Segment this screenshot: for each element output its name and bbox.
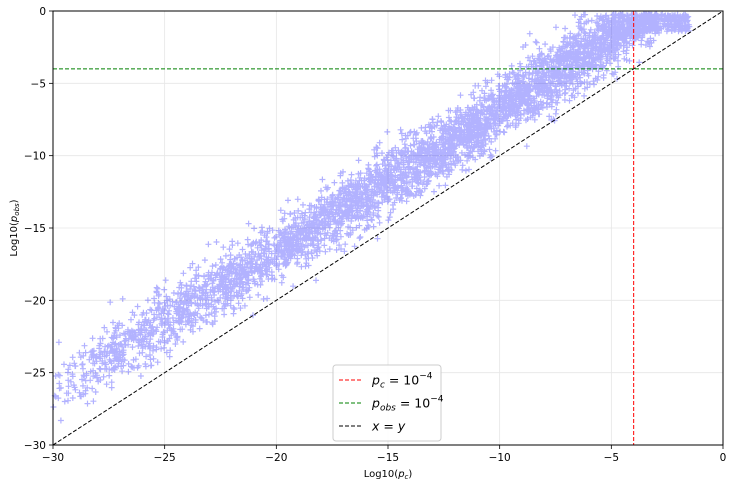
legend: pc = 10−4 pobs = 10−4 x = y: [332, 364, 444, 442]
x-tick-label: −25: [154, 452, 176, 464]
scatter-markers: [50, 10, 693, 424]
y-tick-label: −20: [24, 295, 46, 307]
x-tick-label: −20: [265, 452, 287, 464]
x-tick-label: −30: [42, 452, 64, 464]
scatter-points: [50, 10, 693, 424]
y-tick-label: −25: [24, 368, 46, 380]
x-tick-label: −10: [489, 452, 511, 464]
x-tick-label: −15: [377, 452, 399, 464]
legend-box: [332, 364, 442, 442]
x-axis-label: Log10(pc): [364, 469, 413, 481]
legend-label: pobs = 10−4: [371, 395, 444, 414]
y-tick-label: −30: [24, 440, 46, 452]
legend-label: pc = 10−4: [371, 372, 433, 391]
y-tick-label: −5: [31, 78, 46, 90]
x-tick-label: −5: [604, 452, 619, 464]
legend-label: x = y: [371, 419, 406, 434]
y-tick-label: 0: [39, 6, 46, 18]
y-tick-label: −15: [24, 223, 46, 235]
y-axis-label: Log10(pobs): [9, 199, 21, 256]
reference-lines: [52, 10, 724, 446]
y-axis-ticks: −30 −25 −20 −15 −10 −5 0: [24, 6, 53, 452]
x-axis-ticks: −30 −25 −20 −15 −10 −5 0: [42, 445, 726, 464]
x-tick-label: 0: [720, 452, 727, 464]
diagonal-reference-line: [52, 10, 724, 446]
y-tick-label: −10: [24, 151, 46, 163]
